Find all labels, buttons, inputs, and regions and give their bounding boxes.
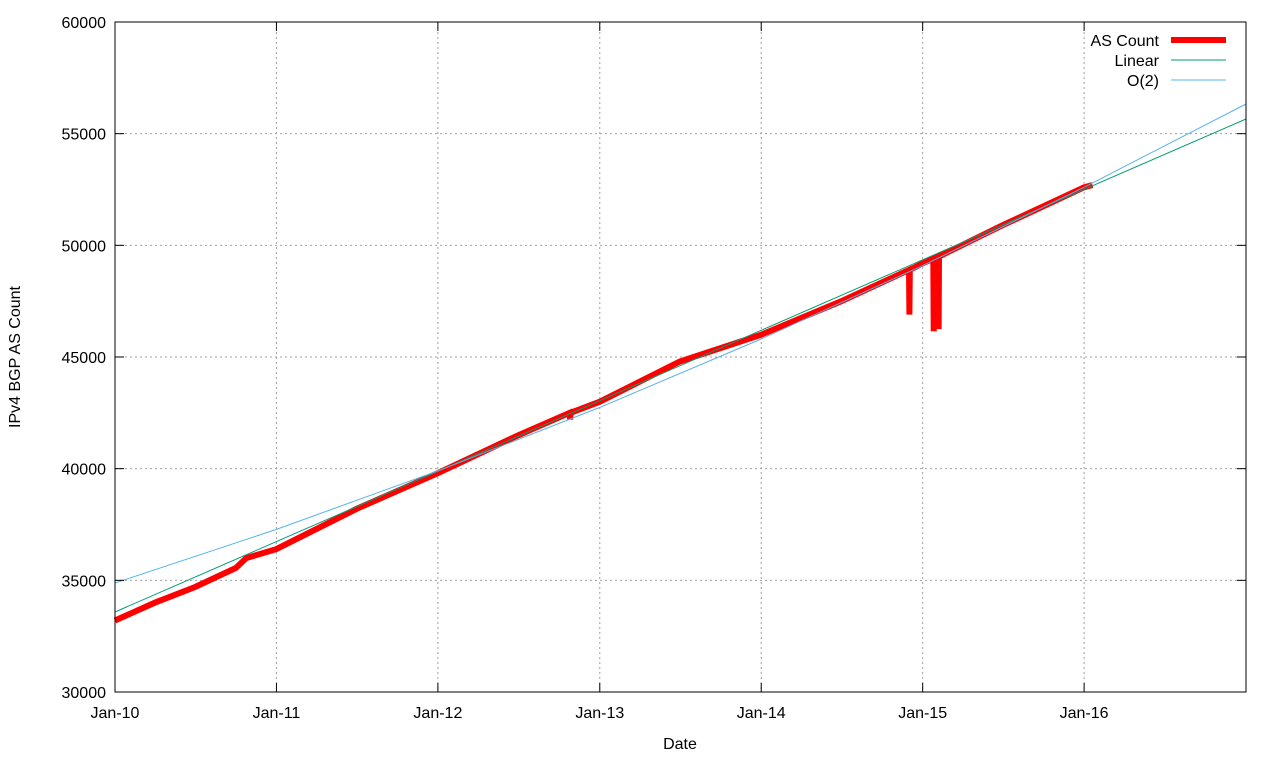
y-tick-label: 30000: [62, 685, 107, 702]
x-tick-label: Jan-11: [253, 705, 301, 722]
grid: [115, 22, 1246, 692]
x-tick-label: Jan-13: [575, 705, 624, 722]
legend-label: O(2): [1127, 73, 1159, 90]
y-tick-label: 60000: [62, 15, 107, 32]
series-line-as-count: [113, 182, 1094, 624]
x-tick-label: Jan-10: [91, 705, 140, 722]
legend-label: Linear: [1115, 53, 1160, 70]
ticks: 30000 35000 40000 45000 50000 55000 60000 Jan-1…: [62, 15, 1246, 722]
x-tick-label: Jan-12: [413, 705, 462, 722]
x-tick-label: Jan-16: [1060, 705, 1109, 722]
series-line-linear: [114, 118, 1247, 613]
y-tick-label: 50000: [62, 238, 107, 255]
y-tick-label: 35000: [62, 573, 107, 590]
y-tick-label: 40000: [62, 462, 107, 479]
x-tick-label: Jan-14: [737, 705, 786, 722]
series-layer: [113, 103, 1247, 624]
y-tick-label: 45000: [62, 350, 107, 367]
x-axis-label: Date: [663, 736, 697, 753]
legend: AS Count Linear O(2): [1091, 33, 1226, 90]
x-tick-label: Jan-15: [898, 705, 947, 722]
series-line-o-2-: [114, 103, 1247, 584]
legend-label: AS Count: [1091, 33, 1160, 50]
y-axis-label: IPv4 BGP AS Count: [7, 285, 24, 428]
y-tick-label: 55000: [62, 127, 107, 144]
